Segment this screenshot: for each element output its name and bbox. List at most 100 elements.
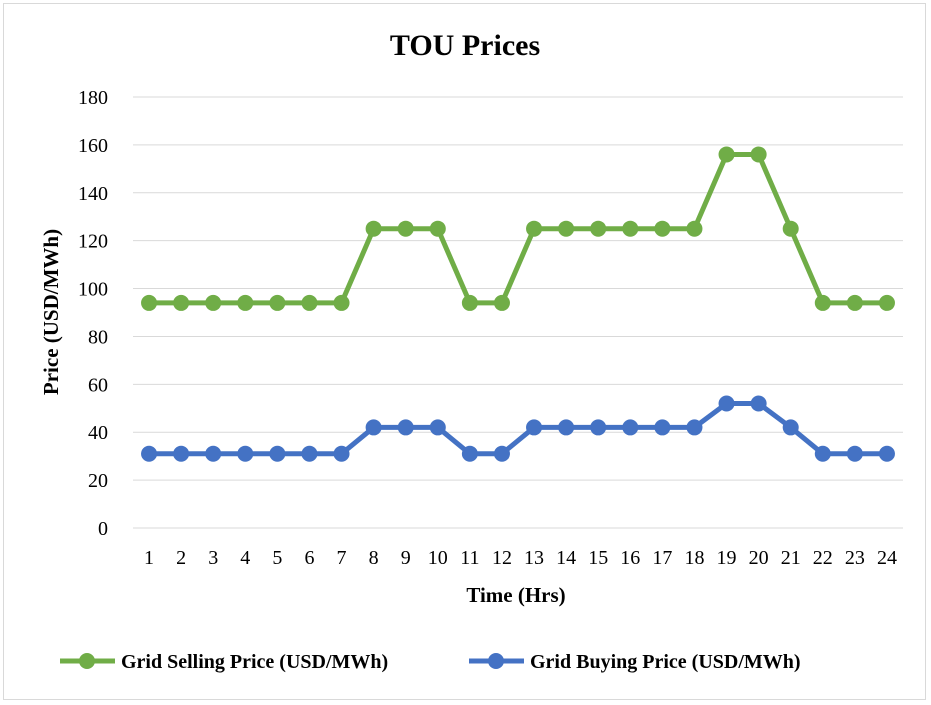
data-point <box>846 294 863 311</box>
data-point <box>141 294 158 311</box>
data-point <box>622 220 639 237</box>
data-point <box>173 294 190 311</box>
x-tick-label: 7 <box>337 547 347 569</box>
legend-label: Grid Buying Price (USD/MWh) <box>530 651 801 673</box>
y-axis-label: Price (USD/MWh) <box>39 229 63 395</box>
series-lines <box>141 146 895 462</box>
data-point <box>301 294 318 311</box>
data-point <box>141 445 158 462</box>
chart-title: TOU Prices <box>390 29 540 62</box>
data-point <box>365 220 382 237</box>
data-point <box>750 146 767 163</box>
data-point <box>461 445 478 462</box>
data-point <box>173 445 190 462</box>
x-tick-label: 15 <box>588 547 608 569</box>
data-point <box>493 445 510 462</box>
data-point <box>397 419 414 436</box>
legend-marker <box>79 653 95 669</box>
data-point <box>750 395 767 412</box>
data-point <box>558 419 575 436</box>
data-point <box>333 294 350 311</box>
data-point <box>558 220 575 237</box>
y-tick-label: 80 <box>88 326 108 348</box>
data-point <box>365 419 382 436</box>
data-point <box>686 419 703 436</box>
data-point <box>237 445 254 462</box>
data-point <box>429 220 446 237</box>
x-tick-label: 20 <box>749 547 769 569</box>
x-tick-label: 6 <box>304 547 314 569</box>
data-point <box>237 294 254 311</box>
y-tick-label: 140 <box>78 183 108 205</box>
data-point <box>461 294 478 311</box>
legend-label: Grid Selling Price (USD/MWh) <box>121 651 388 673</box>
data-point <box>878 294 895 311</box>
data-point <box>718 146 735 163</box>
x-tick-label: 3 <box>208 547 218 569</box>
x-tick-label: 14 <box>556 547 576 569</box>
series-line <box>149 400 887 457</box>
data-point <box>846 445 863 462</box>
x-tick-label: 11 <box>460 547 479 569</box>
data-point <box>654 419 671 436</box>
data-point <box>718 395 735 412</box>
data-point <box>782 220 799 237</box>
data-point <box>782 419 799 436</box>
x-tick-label: 12 <box>492 547 512 569</box>
series-2 <box>141 395 895 462</box>
x-tick-label: 5 <box>272 547 282 569</box>
x-tick-label: 21 <box>781 547 801 569</box>
data-point <box>205 294 222 311</box>
data-point <box>622 419 639 436</box>
gridlines <box>133 96 903 529</box>
data-point <box>590 419 607 436</box>
data-point <box>526 419 543 436</box>
data-point <box>590 220 607 237</box>
data-point <box>814 445 831 462</box>
legend-item: Grid Buying Price (USD/MWh) <box>469 651 801 673</box>
series-1 <box>141 146 895 311</box>
x-axis-label: Time (Hrs) <box>466 583 565 607</box>
data-point <box>686 220 703 237</box>
y-tick-label: 160 <box>78 135 108 157</box>
y-tick-label: 100 <box>78 279 108 301</box>
data-point <box>333 445 350 462</box>
x-tick-label: 22 <box>813 547 833 569</box>
x-tick-label: 1 <box>144 547 154 569</box>
legend-item: Grid Selling Price (USD/MWh) <box>60 651 388 673</box>
x-tick-label: 23 <box>845 547 865 569</box>
y-tick-labels: 0 20 40 60 80 100 120 140 160 180 <box>78 87 108 540</box>
data-point <box>814 294 831 311</box>
y-tick-label: 20 <box>88 470 108 492</box>
x-tick-label: 24 <box>877 547 897 569</box>
series-line <box>149 151 887 306</box>
y-tick-label: 120 <box>78 231 108 253</box>
chart-frame <box>3 3 926 700</box>
x-tick-label: 17 <box>652 547 672 569</box>
y-tick-label: 40 <box>88 422 108 444</box>
x-tick-label: 10 <box>428 547 448 569</box>
data-point <box>654 220 671 237</box>
x-tick-label: 16 <box>620 547 640 569</box>
x-tick-label: 18 <box>684 547 704 569</box>
x-tick-label: 13 <box>524 547 544 569</box>
x-tick-label: 19 <box>717 547 737 569</box>
data-point <box>493 294 510 311</box>
y-tick-label: 180 <box>78 87 108 109</box>
data-point <box>429 419 446 436</box>
data-point <box>878 445 895 462</box>
x-tick-label: 8 <box>369 547 379 569</box>
x-tick-label: 9 <box>401 547 411 569</box>
data-point <box>301 445 318 462</box>
x-tick-labels: 1 2 3 4 5 6 7 8 9 10 11 12 13 14 15 16 17 18 19 20 21 22 23 24 <box>144 547 897 569</box>
legend: Grid Selling Price (USD/MWh) Grid Buying … <box>60 651 801 673</box>
data-point <box>205 445 222 462</box>
x-tick-label: 2 <box>176 547 186 569</box>
x-tick-label: 4 <box>240 547 250 569</box>
data-point <box>526 220 543 237</box>
data-point <box>397 220 414 237</box>
data-point <box>269 445 286 462</box>
data-point <box>269 294 286 311</box>
y-tick-label: 60 <box>88 374 108 396</box>
